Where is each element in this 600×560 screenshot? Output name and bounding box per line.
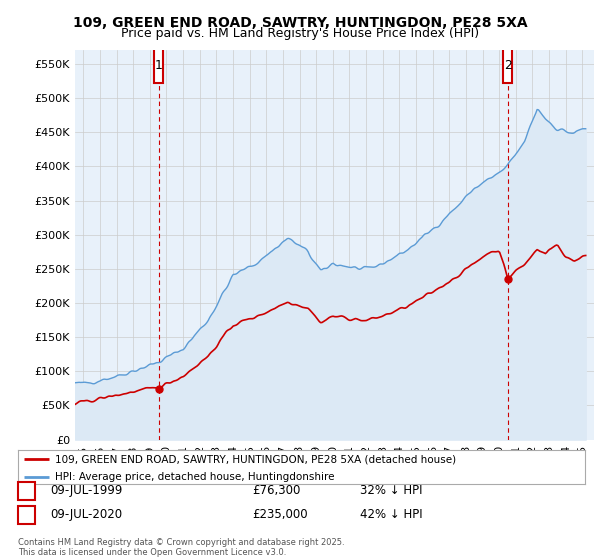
Text: HPI: Average price, detached house, Huntingdonshire: HPI: Average price, detached house, Hunt…	[55, 472, 334, 482]
Text: 109, GREEN END ROAD, SAWTRY, HUNTINGDON, PE28 5XA: 109, GREEN END ROAD, SAWTRY, HUNTINGDON,…	[73, 16, 527, 30]
Text: 32% ↓ HPI: 32% ↓ HPI	[360, 484, 422, 497]
Text: 1: 1	[155, 59, 163, 72]
Bar	[503, 49, 512, 83]
Text: Contains HM Land Registry data © Crown copyright and database right 2025.
This d: Contains HM Land Registry data © Crown c…	[18, 538, 344, 557]
Text: 1: 1	[23, 486, 30, 496]
Text: 09-JUL-1999: 09-JUL-1999	[50, 484, 122, 497]
Text: £235,000: £235,000	[252, 508, 308, 521]
Bar	[154, 49, 163, 83]
Text: 2: 2	[504, 59, 512, 72]
Text: 09-JUL-2020: 09-JUL-2020	[50, 508, 122, 521]
Text: 42% ↓ HPI: 42% ↓ HPI	[360, 508, 422, 521]
Text: 109, GREEN END ROAD, SAWTRY, HUNTINGDON, PE28 5XA (detached house): 109, GREEN END ROAD, SAWTRY, HUNTINGDON,…	[55, 454, 456, 464]
Text: 2: 2	[23, 510, 30, 520]
Text: £76,300: £76,300	[252, 484, 301, 497]
Text: Price paid vs. HM Land Registry's House Price Index (HPI): Price paid vs. HM Land Registry's House …	[121, 27, 479, 40]
